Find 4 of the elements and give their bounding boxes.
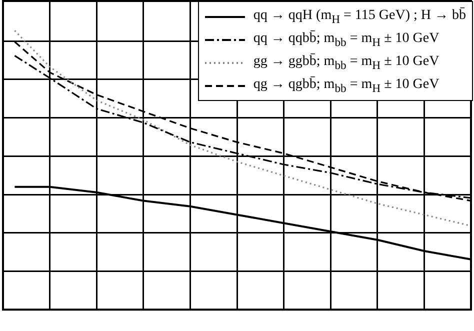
legend-label: gg → ggbb̄; m$_{bb}$ = m$_{H}$ ± 10 GeV [253,54,440,72]
legend-label: qg → qgbb̄; m$_{bb}$ = m$_{H}$ ± 10 GeV [253,76,440,94]
legend-label: qq → qqbb̄; m$_{bb}$ = m$_{H}$ ± 10 GeV [253,30,440,48]
legend-label: qq → qqH (m$_{H}$ = 115 GeV) ; H → bb̄ [253,8,466,26]
